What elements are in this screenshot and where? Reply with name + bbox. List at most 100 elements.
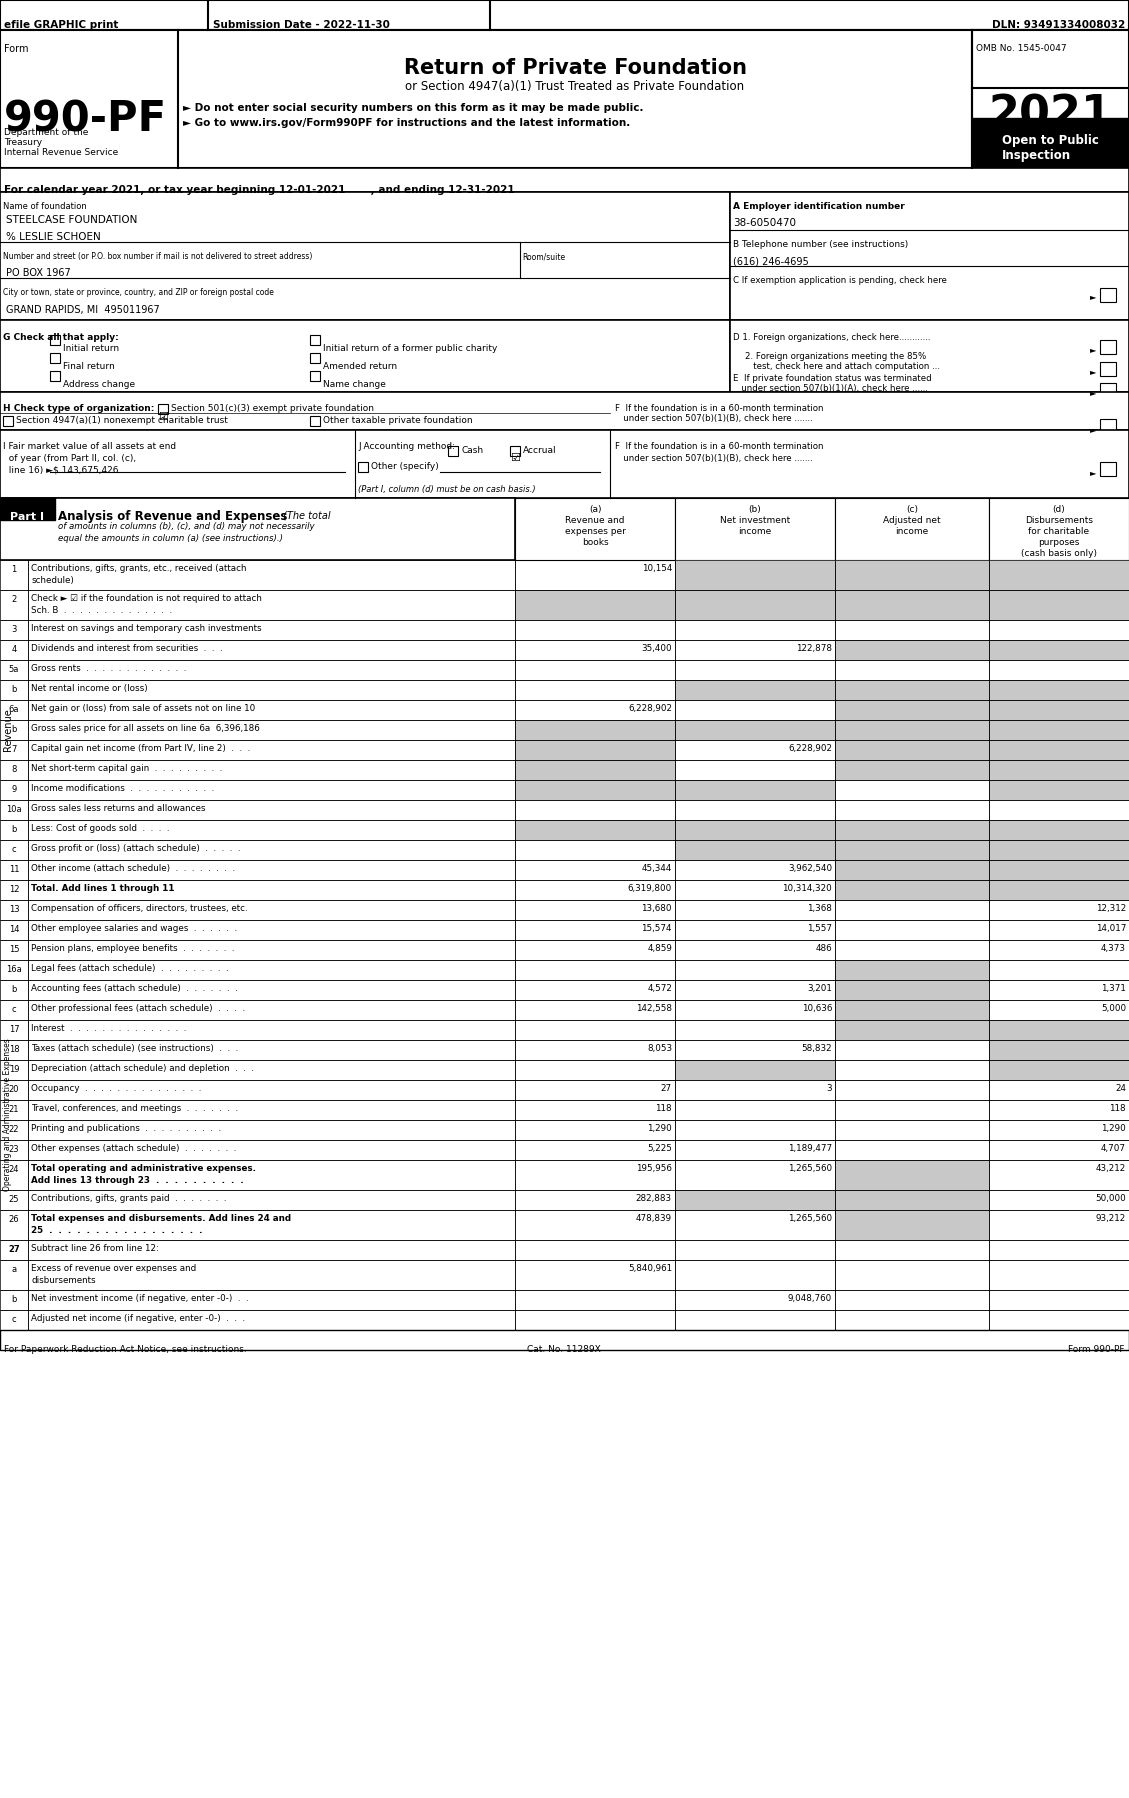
Bar	[989, 660, 1129, 680]
Bar	[515, 590, 675, 620]
Text: 13: 13	[9, 904, 19, 913]
Text: line 16) ►$ 143,675,426: line 16) ►$ 143,675,426	[3, 466, 119, 475]
Bar	[989, 940, 1129, 960]
Bar	[675, 1140, 835, 1160]
Bar	[0, 620, 28, 640]
Text: 1,290: 1,290	[647, 1124, 672, 1133]
Bar	[835, 1289, 989, 1311]
Bar	[515, 921, 675, 940]
Bar	[28, 780, 515, 800]
Text: 142,558: 142,558	[636, 1003, 672, 1012]
Text: 24: 24	[9, 1165, 19, 1174]
Text: C If exemption application is pending, check here: C If exemption application is pending, c…	[733, 277, 947, 286]
Text: Address change: Address change	[63, 379, 135, 388]
Text: c: c	[11, 845, 16, 854]
Bar	[0, 1061, 28, 1081]
Bar	[515, 960, 675, 980]
Bar	[28, 1081, 515, 1100]
Bar	[675, 1061, 835, 1081]
Bar	[835, 741, 989, 761]
Bar	[675, 1019, 835, 1039]
Text: Return of Private Foundation: Return of Private Foundation	[403, 58, 746, 77]
Bar	[310, 415, 320, 426]
Text: 22: 22	[9, 1126, 19, 1135]
Bar	[28, 1289, 515, 1311]
Bar	[0, 761, 28, 780]
Text: Revenue and: Revenue and	[566, 516, 624, 525]
Bar	[835, 719, 989, 741]
Bar	[835, 1160, 989, 1190]
Bar	[0, 1081, 28, 1100]
Bar	[0, 559, 28, 590]
Bar	[28, 1000, 515, 1019]
Bar	[50, 370, 60, 381]
Text: Initial return of a former public charity: Initial return of a former public charit…	[323, 343, 498, 352]
Bar	[675, 921, 835, 940]
Text: 18: 18	[9, 1045, 19, 1054]
Text: % LESLIE SCHOEN: % LESLIE SCHOEN	[6, 232, 100, 243]
Bar	[515, 901, 675, 921]
Text: income: income	[895, 527, 929, 536]
Text: Legal fees (attach schedule)  .  .  .  .  .  .  .  .  .: Legal fees (attach schedule) . . . . . .…	[30, 964, 229, 973]
Bar	[675, 640, 835, 660]
Bar	[515, 590, 675, 620]
Bar	[515, 620, 675, 640]
Bar	[989, 761, 1129, 780]
Bar	[989, 559, 1129, 590]
Text: 45,344: 45,344	[641, 865, 672, 874]
Text: 5,225: 5,225	[647, 1144, 672, 1153]
Text: 1,368: 1,368	[807, 904, 832, 913]
Bar	[28, 1260, 515, 1289]
Bar	[515, 498, 675, 559]
Bar	[730, 192, 1129, 320]
Text: Pension plans, employee benefits  .  .  .  .  .  .  .: Pension plans, employee benefits . . . .…	[30, 944, 235, 953]
Bar	[972, 119, 1129, 167]
Text: 990-PF: 990-PF	[5, 99, 167, 140]
Text: 23: 23	[9, 1145, 19, 1154]
Bar	[50, 334, 60, 345]
Bar	[310, 370, 320, 381]
Text: 3,962,540: 3,962,540	[788, 865, 832, 874]
Bar	[0, 921, 28, 940]
Text: disbursements: disbursements	[30, 1277, 96, 1286]
Bar	[28, 1241, 515, 1260]
Text: 118: 118	[1110, 1104, 1126, 1113]
Bar	[989, 1100, 1129, 1120]
Bar	[28, 1311, 515, 1331]
Bar	[28, 1140, 515, 1160]
Bar	[0, 430, 1129, 498]
Text: Gross rents  .  .  .  .  .  .  .  .  .  .  .  .  .: Gross rents . . . . . . . . . . . . .	[30, 663, 186, 672]
Text: D 1. Foreign organizations, check here............: D 1. Foreign organizations, check here..…	[733, 333, 930, 342]
Bar	[989, 1061, 1129, 1081]
Text: Part I: Part I	[10, 512, 44, 521]
Bar	[28, 1210, 515, 1241]
Text: Add lines 13 through 23  .  .  .  .  .  .  .  .  .  .: Add lines 13 through 23 . . . . . . . . …	[30, 1176, 244, 1185]
Text: 1,371: 1,371	[1101, 984, 1126, 992]
Text: 43,212: 43,212	[1096, 1163, 1126, 1172]
Bar	[675, 820, 835, 840]
Bar	[835, 940, 989, 960]
Text: 58,832: 58,832	[802, 1045, 832, 1054]
Text: City or town, state or province, country, and ZIP or foreign postal code: City or town, state or province, country…	[3, 288, 274, 297]
Text: Accounting fees (attach schedule)  .  .  .  .  .  .  .: Accounting fees (attach schedule) . . . …	[30, 984, 238, 992]
Bar	[0, 1260, 28, 1289]
Bar	[835, 1160, 989, 1190]
Text: Dividends and interest from securities  .  .  .: Dividends and interest from securities .…	[30, 644, 222, 653]
Text: 35,400: 35,400	[641, 644, 672, 653]
Text: Initial return: Initial return	[63, 343, 120, 352]
Bar	[515, 820, 675, 840]
Bar	[0, 1289, 28, 1311]
Text: 2021: 2021	[988, 93, 1112, 137]
Bar	[0, 901, 28, 921]
Text: Gross profit or (loss) (attach schedule)  .  .  .  .  .: Gross profit or (loss) (attach schedule)…	[30, 843, 240, 852]
Text: 10,314,320: 10,314,320	[782, 885, 832, 894]
Bar	[0, 1190, 28, 1210]
Bar	[0, 719, 28, 741]
Text: 3: 3	[11, 626, 17, 635]
Bar	[835, 620, 989, 640]
Bar	[28, 660, 515, 680]
Text: 24: 24	[1115, 1084, 1126, 1093]
Text: 17: 17	[9, 1025, 19, 1034]
Text: ►: ►	[1089, 291, 1096, 300]
Text: Other professional fees (attach schedule)  .  .  .  .: Other professional fees (attach schedule…	[30, 1003, 245, 1012]
